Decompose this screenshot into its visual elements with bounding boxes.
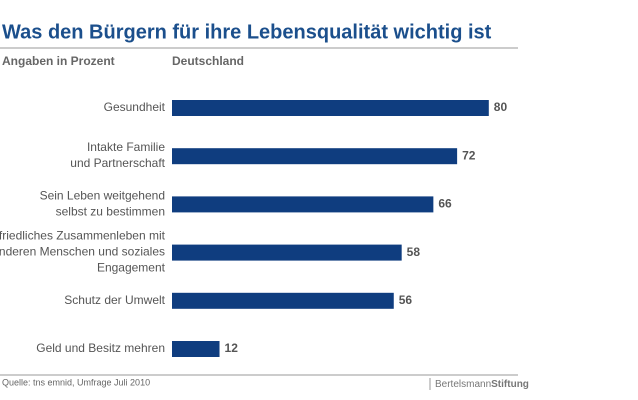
category-line: anderen Menschen und soziales xyxy=(0,245,165,259)
value-label: 58 xyxy=(407,245,421,259)
category-label: Schutz der Umwelt xyxy=(64,293,165,307)
category-label: Intakte Familie und Partnerschaft xyxy=(70,140,165,170)
category-line: und Partnerschaft xyxy=(70,156,165,170)
value-label: 72 xyxy=(462,148,476,162)
category-line: friedliches Zusammenleben mit xyxy=(0,229,166,243)
category-line: Intakte Familie xyxy=(87,140,165,154)
category-line: Geld und Besitz mehren xyxy=(36,341,165,355)
bar xyxy=(172,100,489,116)
value-label: 12 xyxy=(225,341,239,355)
value-label: 56 xyxy=(399,293,413,307)
category-line: Gesundheit xyxy=(104,100,166,114)
bar xyxy=(172,292,394,309)
value-label: 80 xyxy=(494,100,508,114)
category-label: Gesundheit xyxy=(104,100,166,114)
logo-regular: Bertelsmann xyxy=(435,379,491,390)
subtitle: Angaben in Prozent xyxy=(2,54,115,68)
chart-title: Was den Bürgern für ihre Lebensqualität … xyxy=(2,21,492,43)
category-line: Engagement xyxy=(97,261,166,275)
category-label: friedliches Zusammenleben mit anderen Men… xyxy=(0,229,166,275)
category-line: selbst zu bestimmen xyxy=(56,205,165,219)
bar xyxy=(172,148,458,165)
category-line: Sein Leben weitgehend xyxy=(40,189,165,203)
bar xyxy=(172,244,402,261)
value-label: 66 xyxy=(438,197,452,211)
bar xyxy=(172,196,434,213)
bar xyxy=(172,341,220,357)
category-line: Schutz der Umwelt xyxy=(64,293,165,307)
logo: BertelsmannStiftung xyxy=(435,379,529,390)
category-label: Sein Leben weitgehend selbst zu bestimmen xyxy=(40,189,165,219)
source: Quelle: tns emnid, Umfrage Juli 2010 xyxy=(2,377,150,387)
series-label: Deutschland xyxy=(172,54,244,68)
logo-bold: Stiftung xyxy=(491,379,529,390)
category-label: Geld und Besitz mehren xyxy=(36,341,165,355)
